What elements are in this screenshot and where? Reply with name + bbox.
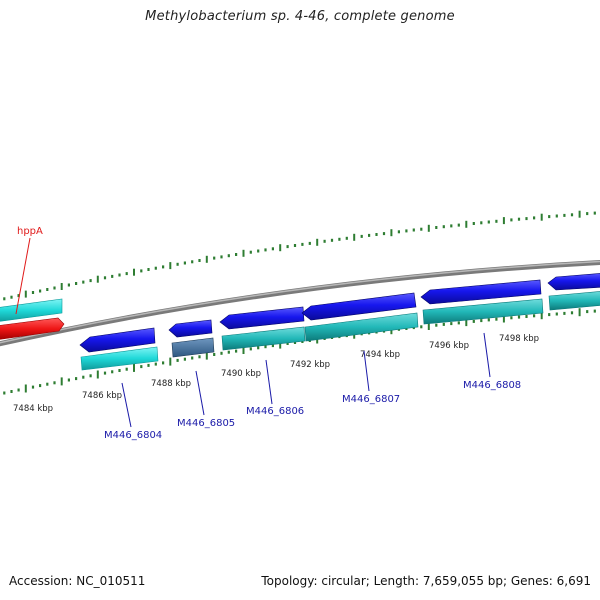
tick-label: 7498 kbp: [499, 334, 539, 344]
gene-M446_6806-arrow[interactable]: [219, 306, 305, 330]
gene-label-M446_6804[interactable]: M446_6804: [104, 430, 162, 441]
feature-6805-steel[interactable]: [171, 337, 215, 358]
map-title: Methylobacterium sp. 4-46, complete geno…: [145, 9, 455, 24]
leader-line-M446_6807: [363, 350, 370, 392]
gene-M446_6808-arrow[interactable]: [420, 279, 542, 305]
leader-lines: [121, 332, 491, 428]
outer-tick-ring: [3, 210, 596, 301]
cyan-feature-6804[interactable]: [80, 346, 159, 371]
leader-line-hppA: [15, 237, 31, 315]
genome-backbone: [0, 260, 600, 347]
tick-label: 7496 kbp: [429, 341, 469, 351]
gene-label-M446_6807[interactable]: M446_6807: [342, 394, 400, 405]
leader-line-M446_6806: [265, 359, 273, 405]
gene-label-M446_6806[interactable]: M446_6806: [246, 406, 304, 417]
tick-labels: 7484 kbp 7486 kbp 7488 kbp 7490 kbp 7492…: [13, 334, 539, 414]
tick-label: 7490 kbp: [221, 369, 261, 379]
cyan-feature-left[interactable]: [0, 298, 63, 322]
leader-line-M446_6805: [195, 370, 205, 416]
cyan-feature-6806[interactable]: [221, 326, 306, 351]
gene-label-M446_6808[interactable]: M446_6808: [463, 380, 521, 391]
tick-label: 7488 kbp: [151, 379, 191, 389]
gene-next-arrow[interactable]: [547, 273, 600, 291]
gene-M446_6805-arrow[interactable]: [168, 319, 213, 338]
gene-label-hppA[interactable]: hppA: [17, 226, 43, 237]
tick-label: 7494 kbp: [360, 350, 400, 360]
cyan-feature-6808[interactable]: [422, 298, 544, 325]
accession-text: Accession: NC_010511: [9, 574, 146, 588]
genome-backbone-highlight: [0, 260, 600, 344]
tick-label: 7486 kbp: [82, 391, 122, 401]
cyan-feature-next[interactable]: [548, 291, 600, 311]
leader-line-M446_6804: [121, 382, 132, 428]
leader-line-M446_6808: [483, 332, 491, 378]
gene-hppA-arrow[interactable]: [0, 317, 65, 340]
gene-M446_6804-arrow[interactable]: [79, 327, 156, 353]
gene-label-M446_6805[interactable]: M446_6805: [177, 418, 235, 429]
tick-label: 7492 kbp: [290, 360, 330, 370]
tick-label: 7484 kbp: [13, 404, 53, 414]
cyan-feature-6807[interactable]: [304, 312, 419, 342]
gene-M446_6807-arrow[interactable]: [301, 292, 417, 321]
topology-text: Topology: circular; Length: 7,659,055 bp…: [261, 574, 591, 588]
